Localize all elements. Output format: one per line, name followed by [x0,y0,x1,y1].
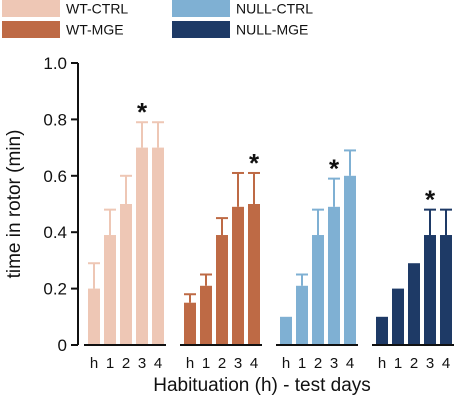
legend-item: WT-MGE [2,21,124,38]
bar [424,235,436,345]
plot-area: * * * * [88,97,452,345]
x-tick-label: h [282,355,290,372]
legend-item: WT-CTRL [2,0,128,17]
x-tick-label: 1 [106,355,114,372]
bar-group-null-mge: * [376,185,452,345]
y-tick-label: 0 [58,336,67,355]
bar [280,316,292,345]
x-axis-title: Habituation (h) - test days [153,375,371,396]
x-tick-label: 4 [154,355,162,372]
significance-star: * [425,185,436,215]
legend-swatch [2,21,60,38]
x-tick-label: h [378,355,386,372]
x-tick-label: 4 [250,355,258,372]
legend-item: NULL-MGE [172,21,308,38]
legend-label: WT-MGE [66,22,124,38]
x-tick-label: 2 [122,355,130,372]
x-tick-label: 3 [330,355,338,372]
legend-label: WT-CTRL [66,1,128,17]
bar-group-null-ctrl: * [280,149,356,345]
bar [248,204,260,345]
y-tick-label: 0.4 [43,223,67,242]
significance-star: * [137,97,148,127]
x-tick-label: 1 [202,355,210,372]
bar-group-wt-ctrl: * [88,97,164,345]
bar [120,204,132,345]
bar [232,206,244,345]
legend-label: NULL-MGE [236,22,308,38]
bar [136,147,148,345]
y-axis: 0 0.2 0.4 0.6 0.8 1.0 [43,54,79,355]
bar [88,288,100,345]
bar [408,263,420,345]
bar [184,302,196,345]
legend: WT-CTRL WT-MGE NULL-CTRL NULL-MGE [2,0,313,38]
significance-star: * [329,154,340,184]
x-tick-label: h [186,355,194,372]
y-tick-label: 0.2 [43,280,67,299]
x-tick-label: 4 [442,355,450,372]
x-tick-label: h [90,355,98,372]
bar [440,235,452,345]
bar [104,235,116,345]
significance-star: * [249,148,260,178]
legend-item: NULL-CTRL [172,0,313,17]
bar [376,316,388,345]
bar [328,206,340,345]
legend-swatch [2,0,60,17]
x-tick-label: 3 [426,355,434,372]
bar [312,235,324,345]
bar-group-wt-mge: * [184,148,260,345]
legend-swatch [172,21,230,38]
legend-label: NULL-CTRL [236,1,313,17]
x-tick-label: 2 [410,355,418,372]
y-tick-label: 0.6 [43,167,67,186]
x-tick-label: 1 [394,355,402,372]
bar [392,288,404,345]
y-tick-label: 0.8 [43,110,67,129]
x-tick-label: 3 [138,355,146,372]
y-tick-label: 1.0 [43,54,67,73]
bar [216,235,228,345]
legend-swatch [172,0,230,17]
x-tick-label: 4 [346,355,354,372]
x-tick-label: 2 [314,355,322,372]
bar [344,175,356,345]
x-tick-label: 2 [218,355,226,372]
x-tick-label: 3 [234,355,242,372]
bar [200,285,212,345]
x-tick-label: 1 [298,355,306,372]
y-axis-title: time in rotor (min) [4,130,25,279]
bar [152,147,164,345]
bar [296,285,308,345]
